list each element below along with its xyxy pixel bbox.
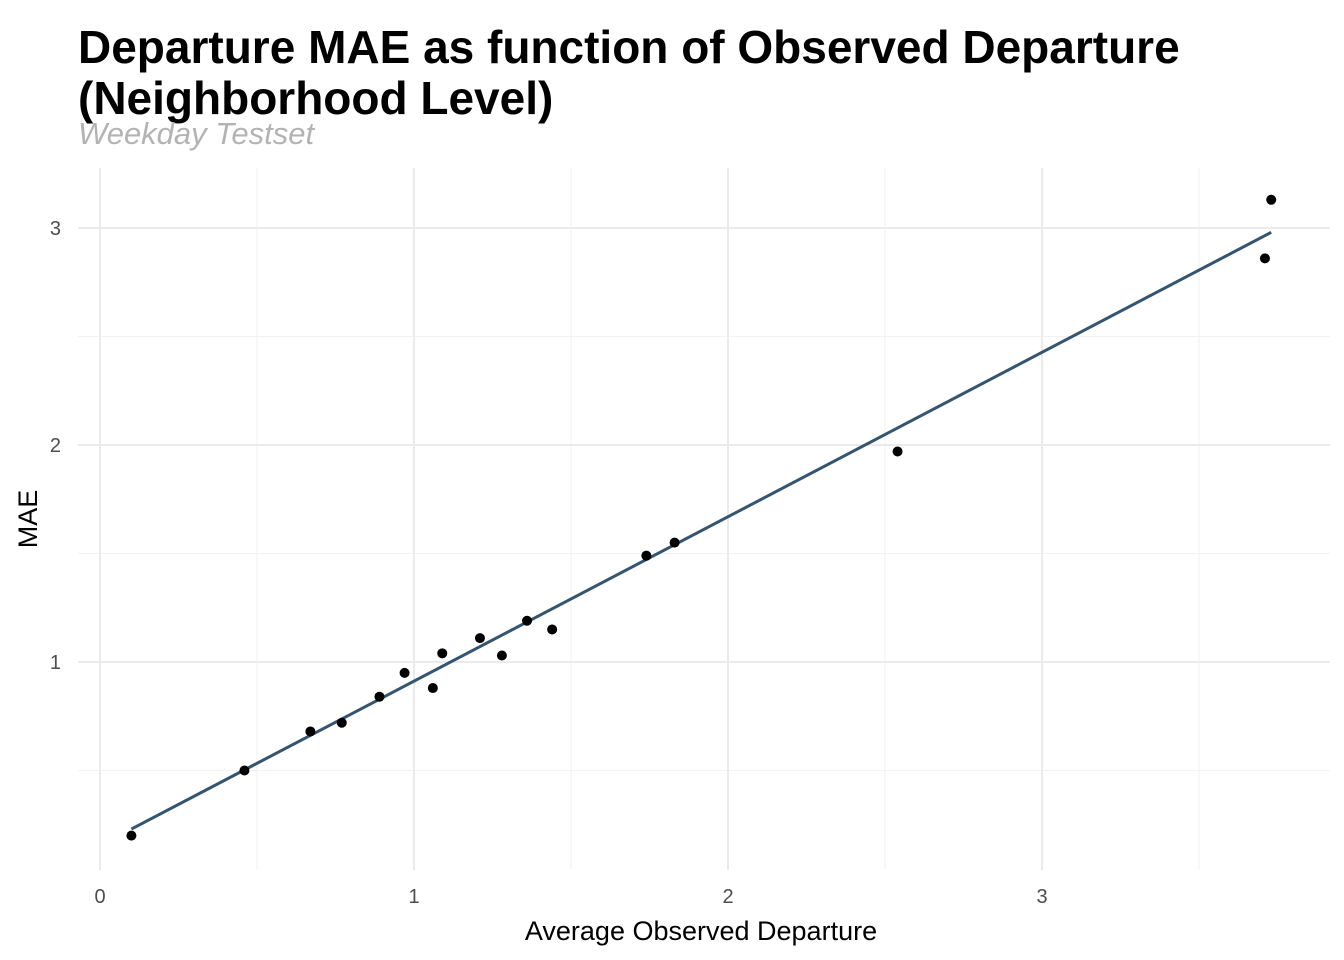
data-point xyxy=(474,633,485,644)
data-point xyxy=(641,550,652,561)
data-point xyxy=(669,537,680,548)
data-point xyxy=(399,667,410,678)
x-tick-label: 3 xyxy=(1036,886,1047,908)
data-point xyxy=(547,624,558,635)
x-axis-title: Average Observed Departure xyxy=(525,916,877,946)
data-point xyxy=(1259,253,1270,264)
data-point xyxy=(522,615,533,626)
data-point xyxy=(374,691,385,702)
data-point xyxy=(437,648,448,659)
data-point xyxy=(305,726,316,737)
y-tick-label: 1 xyxy=(50,652,61,674)
x-tick-label: 1 xyxy=(408,886,419,908)
x-tick-labels: 0 1 2 3 xyxy=(94,886,1047,908)
points-layer xyxy=(126,194,1277,841)
fit-line-layer xyxy=(130,231,1272,831)
minor-gridlines xyxy=(78,168,1330,870)
data-point xyxy=(427,683,438,694)
fit-line xyxy=(130,231,1272,831)
chart-subtitle: Weekday Testset xyxy=(78,116,315,151)
title-block: Departure MAE as function of Observed De… xyxy=(78,22,1278,150)
chart-title: Departure MAE as function of Observed De… xyxy=(78,21,1180,124)
y-axis-title: MAE xyxy=(13,490,43,549)
data-point xyxy=(126,830,137,841)
x-tick-label: 2 xyxy=(722,886,733,908)
data-point xyxy=(1266,194,1277,205)
data-point xyxy=(336,717,347,728)
data-point xyxy=(496,650,507,661)
y-tick-label: 2 xyxy=(50,435,61,457)
data-point xyxy=(239,765,250,776)
major-gridlines xyxy=(78,168,1330,870)
data-point xyxy=(892,446,903,457)
y-tick-labels: 1 2 3 xyxy=(50,218,61,674)
x-tick-label: 0 xyxy=(94,886,105,908)
y-tick-label: 3 xyxy=(50,218,61,240)
